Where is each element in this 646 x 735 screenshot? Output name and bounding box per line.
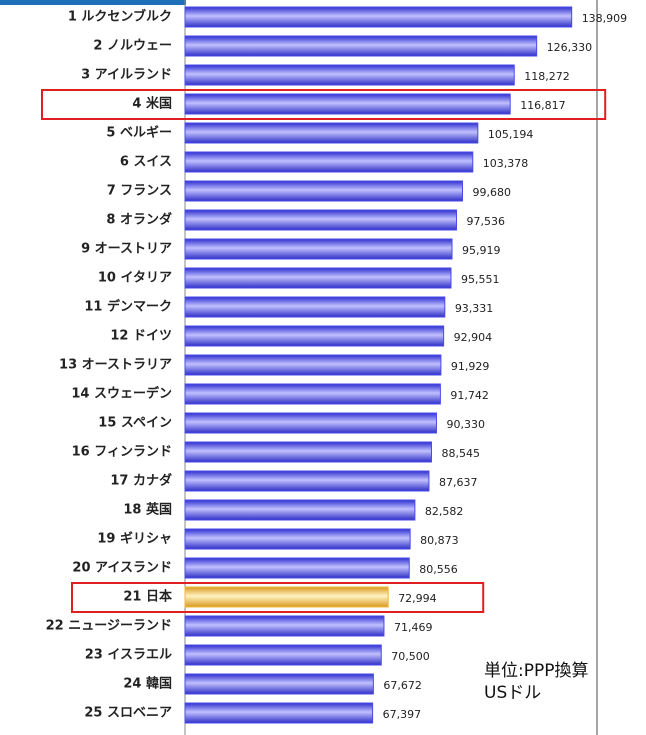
value-label: 95,551 xyxy=(461,273,500,286)
bar xyxy=(184,180,463,202)
category-label: 16 フィンランド xyxy=(72,445,172,460)
value-label: 103,378 xyxy=(483,157,528,170)
bar xyxy=(184,673,374,695)
bar xyxy=(184,557,410,579)
value-label: 82,582 xyxy=(425,505,464,518)
category-label: 25 スロベニア xyxy=(84,706,172,721)
value-label: 90,330 xyxy=(446,418,485,431)
value-label: 88,545 xyxy=(441,447,480,460)
value-label: 87,637 xyxy=(439,476,478,489)
category-label: 1 ルクセンブルク xyxy=(68,9,172,25)
value-label: 70,500 xyxy=(391,650,430,663)
category-label: 20 アイスランド xyxy=(72,561,172,576)
bar xyxy=(184,209,458,231)
value-label: 91,742 xyxy=(450,389,489,402)
category-label: 22 ニュージーランド xyxy=(46,619,172,634)
bar xyxy=(184,354,442,376)
category-label: 4 米国 xyxy=(132,96,172,112)
category-label: 12 ドイツ xyxy=(110,329,172,344)
bar xyxy=(184,267,452,289)
category-label: 11 デンマーク xyxy=(84,299,172,315)
value-label: 80,556 xyxy=(419,563,458,576)
bar xyxy=(184,644,382,666)
bar xyxy=(184,35,538,57)
value-label: 67,672 xyxy=(383,679,422,692)
bar xyxy=(184,122,479,144)
category-label: 15 スペイン xyxy=(98,416,172,431)
value-label: 116,817 xyxy=(520,99,566,112)
header-strip xyxy=(0,0,186,5)
bar xyxy=(184,238,453,260)
category-label: 23 イスラエル xyxy=(85,648,172,663)
value-label: 138,909 xyxy=(582,12,628,25)
category-label: 14 スウェーデン xyxy=(71,386,172,402)
category-label: 8 オランダ xyxy=(106,212,172,228)
bar xyxy=(184,412,437,434)
value-label: 80,873 xyxy=(420,534,459,547)
category-label: 9 オーストリア xyxy=(81,242,172,257)
bar xyxy=(184,528,411,550)
bar xyxy=(184,93,511,115)
value-label: 91,929 xyxy=(451,360,490,373)
category-label: 13 オーストラリア xyxy=(59,358,172,373)
value-label: 126,330 xyxy=(547,41,593,54)
bar xyxy=(184,441,432,463)
bar xyxy=(184,586,389,608)
bar xyxy=(184,499,416,521)
value-label: 71,469 xyxy=(394,621,433,634)
value-label: 67,397 xyxy=(383,708,422,721)
category-label: 10 イタリア xyxy=(98,271,172,286)
category-label: 5 ベルギー xyxy=(106,125,172,141)
highlight-box xyxy=(71,582,485,613)
category-label: 18 英国 xyxy=(123,502,172,518)
category-label: 19 ギリシャ xyxy=(97,531,172,547)
bar xyxy=(184,325,445,347)
value-label: 72,994 xyxy=(398,592,437,605)
bar xyxy=(184,64,515,86)
category-label: 17 カナダ xyxy=(110,473,172,489)
value-label: 118,272 xyxy=(524,70,570,83)
category-label: 21 日本 xyxy=(123,589,172,605)
value-label: 99,680 xyxy=(472,186,511,199)
value-label: 95,919 xyxy=(462,244,501,257)
bar xyxy=(184,296,446,318)
bar xyxy=(184,6,573,28)
value-label: 105,194 xyxy=(488,128,534,141)
bar xyxy=(184,151,474,173)
annotation: 単位:PPP換算USドル xyxy=(468,652,596,735)
value-label: 97,536 xyxy=(467,215,506,228)
highlight-box xyxy=(41,89,607,120)
category-label: 6 スイス xyxy=(120,155,172,170)
bar xyxy=(184,383,441,405)
category-label: 7 フランス xyxy=(107,184,172,199)
bar xyxy=(184,615,385,637)
bar xyxy=(184,702,374,724)
value-label: 92,904 xyxy=(454,331,493,344)
category-label: 24 韓国 xyxy=(123,676,172,692)
bar xyxy=(184,470,430,492)
category-label: 3 アイルランド xyxy=(81,68,172,83)
category-label: 2 ノルウェー xyxy=(93,39,172,54)
value-label: 93,331 xyxy=(455,302,494,315)
